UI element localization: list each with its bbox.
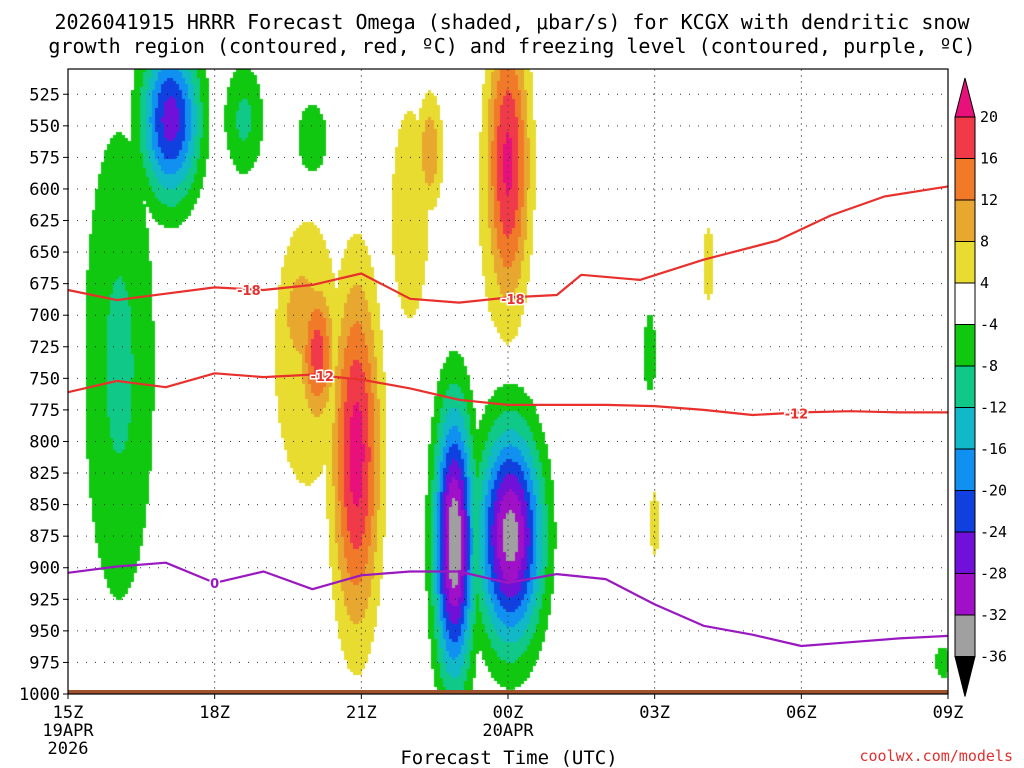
chart-title-line1: 2026041915 HRRR Forecast Omega (shaded, … <box>54 10 970 34</box>
dgz-label-minus12-a: -12 <box>310 370 334 385</box>
y-tick-label: 1000 <box>19 685 60 705</box>
y-tick-label: 775 <box>29 401 60 421</box>
x-tick-date: 19APR <box>42 721 94 741</box>
colorbar-band <box>954 158 976 201</box>
y-tick-label: 900 <box>29 559 60 579</box>
x-tick-label: 18Z <box>199 703 230 723</box>
y-tick-label: 675 <box>29 275 60 295</box>
colorbar-label: -36 <box>980 648 1007 666</box>
colorbar-band <box>954 531 976 574</box>
colorbar-label: -20 <box>980 482 1007 500</box>
colorbar-label: 16 <box>980 150 998 168</box>
colorbar-label: -8 <box>980 357 998 375</box>
y-tick-label: 725 <box>29 338 60 358</box>
x-tick-label: 03Z <box>639 703 670 723</box>
x-tick-label: 00Z <box>493 703 524 723</box>
y-tick-label: 825 <box>29 464 60 484</box>
colorbar-label: 12 <box>980 191 998 209</box>
ground-surface <box>68 690 948 694</box>
credit-text: coolwx.com/models <box>859 747 1013 765</box>
y-tick-label: 650 <box>29 243 60 263</box>
chart-title-line2: growth region (contoured, red, ºC) and f… <box>48 34 975 58</box>
x-tick-date: 20APR <box>482 721 534 741</box>
dgz-label-minus12-b: -12 <box>785 408 809 423</box>
temperature-contours: -18 -18 -12 -12 0 <box>67 185 949 648</box>
freezing-level-contour <box>67 561 949 648</box>
colorbar-label: -32 <box>980 606 1007 624</box>
x-tick-label: 21Z <box>346 703 377 723</box>
y-tick-label: 950 <box>29 622 60 642</box>
y-tick-label: 850 <box>29 496 60 516</box>
y-tick-label: 575 <box>29 148 60 168</box>
dgz-contour-minus18 <box>67 185 949 304</box>
colorbar-band <box>954 241 976 284</box>
y-axis: 525 550 575 600 625 650 675 700 725 750 775 800 825 8… <box>19 85 68 705</box>
colorbar-bottom-arrow <box>954 656 976 697</box>
y-tick-label: 750 <box>29 369 60 389</box>
ground-layer <box>68 690 948 694</box>
y-tick-label: 700 <box>29 306 60 326</box>
colorbar-band <box>954 116 976 159</box>
y-tick-label: 625 <box>29 212 60 232</box>
colorbar-label: -4 <box>980 316 998 334</box>
y-tick-label: 600 <box>29 180 60 200</box>
colorbar-band <box>954 490 976 533</box>
colorbar-top-arrow <box>954 77 976 118</box>
colorbar-label: -24 <box>980 523 1007 541</box>
colorbar-band <box>954 573 976 616</box>
colorbar-label: 20 <box>980 108 998 126</box>
grid-lines <box>68 69 948 694</box>
dgz-label-minus18-b: -18 <box>501 293 525 308</box>
colorbar-band <box>954 407 976 450</box>
dgz-contour-minus12 <box>67 372 948 417</box>
colorbar-label: 8 <box>980 233 989 251</box>
y-tick-label: 800 <box>29 432 60 452</box>
colorbar: 20 16 12 8 4 -4 -8 -12 -16 -20 -24 -28 -32 -36 <box>954 77 1007 697</box>
x-tick-label: 06Z <box>786 703 817 723</box>
colorbar-band <box>954 448 976 491</box>
y-tick-label: 975 <box>29 653 60 673</box>
colorbar-label: -16 <box>980 440 1007 458</box>
x-tick-label: 09Z <box>933 703 964 723</box>
x-tick-year: 2026 <box>48 739 89 759</box>
colorbar-band <box>954 365 976 408</box>
y-tick-label: 925 <box>29 590 60 610</box>
dgz-label-minus18-a: -18 <box>237 284 261 299</box>
x-axis-label: Forecast Time (UTC) <box>400 747 617 768</box>
y-tick-label: 525 <box>29 85 60 105</box>
colorbar-band <box>954 282 976 325</box>
x-tick-label: 15Z <box>53 703 84 723</box>
y-tick-label: 875 <box>29 527 60 547</box>
colorbar-label: -12 <box>980 399 1007 417</box>
colorbar-label: 4 <box>980 274 989 292</box>
colorbar-band <box>954 614 976 657</box>
colorbar-band <box>954 324 976 367</box>
freezing-level-label: 0 <box>210 577 219 592</box>
colorbar-label: -28 <box>980 565 1007 583</box>
y-tick-label: 550 <box>29 117 60 137</box>
colorbar-band <box>954 199 976 242</box>
